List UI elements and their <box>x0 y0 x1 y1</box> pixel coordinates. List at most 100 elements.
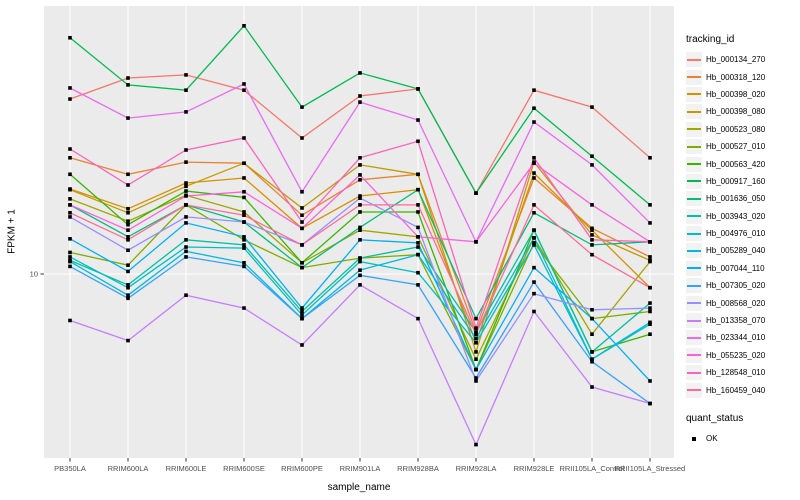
data-point <box>242 136 246 140</box>
x-tick-label: RRIM600SE <box>223 464 265 473</box>
x-tick-label: RRII105LA_Stressed <box>615 464 685 473</box>
data-point <box>648 255 652 259</box>
data-point <box>242 235 246 239</box>
data-point <box>184 238 188 242</box>
legend-item-Hb_000527_010: Hb_000527_010 <box>686 138 798 155</box>
data-point <box>532 243 536 247</box>
data-point <box>416 316 420 321</box>
data-point <box>68 318 72 323</box>
legend-title-quant-status: quant_status <box>686 412 744 424</box>
data-point <box>358 238 362 242</box>
data-point <box>358 256 362 260</box>
data-point <box>358 196 362 200</box>
data-point <box>300 213 304 218</box>
data-point <box>184 88 188 92</box>
data-point <box>68 255 72 259</box>
legend-key-line <box>686 382 702 398</box>
legend-key-line <box>686 260 702 276</box>
x-tick-label: RRIM928BA <box>397 464 439 473</box>
data-point <box>416 203 420 207</box>
data-point <box>300 206 304 210</box>
data-point <box>242 88 246 92</box>
data-point <box>590 350 594 354</box>
data-point <box>532 309 536 314</box>
data-point <box>474 357 478 361</box>
data-point <box>184 181 188 185</box>
data-point <box>532 176 536 180</box>
data-point <box>532 203 536 207</box>
data-point <box>590 243 594 247</box>
legend-item-Hb_001636_050: Hb_001636_050 <box>686 190 798 207</box>
data-point <box>184 194 188 198</box>
legend-key-line <box>686 52 702 68</box>
data-point <box>68 155 72 160</box>
legend-item-Hb_160459_040: Hb_160459_040 <box>686 381 798 398</box>
data-point <box>358 71 362 75</box>
data-point <box>184 255 188 259</box>
data-point <box>590 203 594 207</box>
data-point <box>300 316 304 321</box>
data-point <box>358 94 362 98</box>
data-point <box>648 259 652 264</box>
legend-title-tracking-id: tracking_id <box>686 34 735 45</box>
data-point <box>126 238 130 242</box>
data-point <box>184 249 188 254</box>
legend-item-Hb_000318_120: Hb_000318_120 <box>686 68 798 85</box>
data-point <box>648 285 652 290</box>
data-point <box>474 332 478 336</box>
data-point <box>300 226 304 231</box>
data-point <box>242 264 246 269</box>
legend-key-line <box>686 208 702 224</box>
legend-item-Hb_000563_420: Hb_000563_420 <box>686 155 798 172</box>
data-point <box>532 265 536 270</box>
data-point <box>242 306 246 310</box>
data-point <box>68 147 72 151</box>
data-point <box>126 235 130 239</box>
data-point <box>242 260 246 265</box>
data-point <box>184 73 188 77</box>
data-point <box>474 379 478 383</box>
legend-item-Hb_000917_160: Hb_000917_160 <box>686 173 798 190</box>
data-point <box>184 184 188 189</box>
data-point <box>242 189 246 194</box>
legend-item-label: Hb_000398_020 <box>706 89 766 99</box>
data-point <box>590 233 594 237</box>
x-axis-title: sample_name <box>327 482 391 493</box>
data-point <box>648 306 652 310</box>
data-point <box>648 155 652 160</box>
data-point <box>532 171 536 175</box>
x-tick-label: RRIM928LE <box>514 464 555 473</box>
x-tick-label: RRII105LA_Control <box>559 464 624 473</box>
data-point <box>242 243 246 247</box>
legend-item-label: Hb_000398_080 <box>706 107 766 117</box>
data-point <box>474 191 478 195</box>
data-point <box>474 240 478 244</box>
legend-item-label: Hb_128548_010 <box>706 368 766 378</box>
data-point <box>532 228 536 232</box>
data-point <box>300 136 304 140</box>
legend-key-line <box>686 330 702 346</box>
data-point <box>68 35 72 40</box>
data-point <box>590 359 594 364</box>
legend-key-line <box>686 173 702 189</box>
data-point <box>300 220 304 224</box>
legend-item-label: Hb_007305_020 <box>706 281 766 291</box>
data-point <box>242 213 246 218</box>
data-point <box>358 228 362 232</box>
data-point <box>358 259 362 264</box>
data-point <box>474 350 478 354</box>
data-point <box>416 225 420 230</box>
data-point <box>300 189 304 194</box>
data-point <box>590 154 594 158</box>
data-point <box>416 187 420 192</box>
data-point <box>242 238 246 242</box>
data-point <box>184 221 188 225</box>
data-point <box>416 245 420 249</box>
data-point <box>184 245 188 249</box>
data-point <box>532 155 536 160</box>
data-point <box>68 264 72 269</box>
data-point <box>126 269 130 274</box>
data-point <box>358 155 362 160</box>
data-point <box>300 309 304 314</box>
legend-item-Hb_007044_110: Hb_007044_110 <box>686 260 798 277</box>
